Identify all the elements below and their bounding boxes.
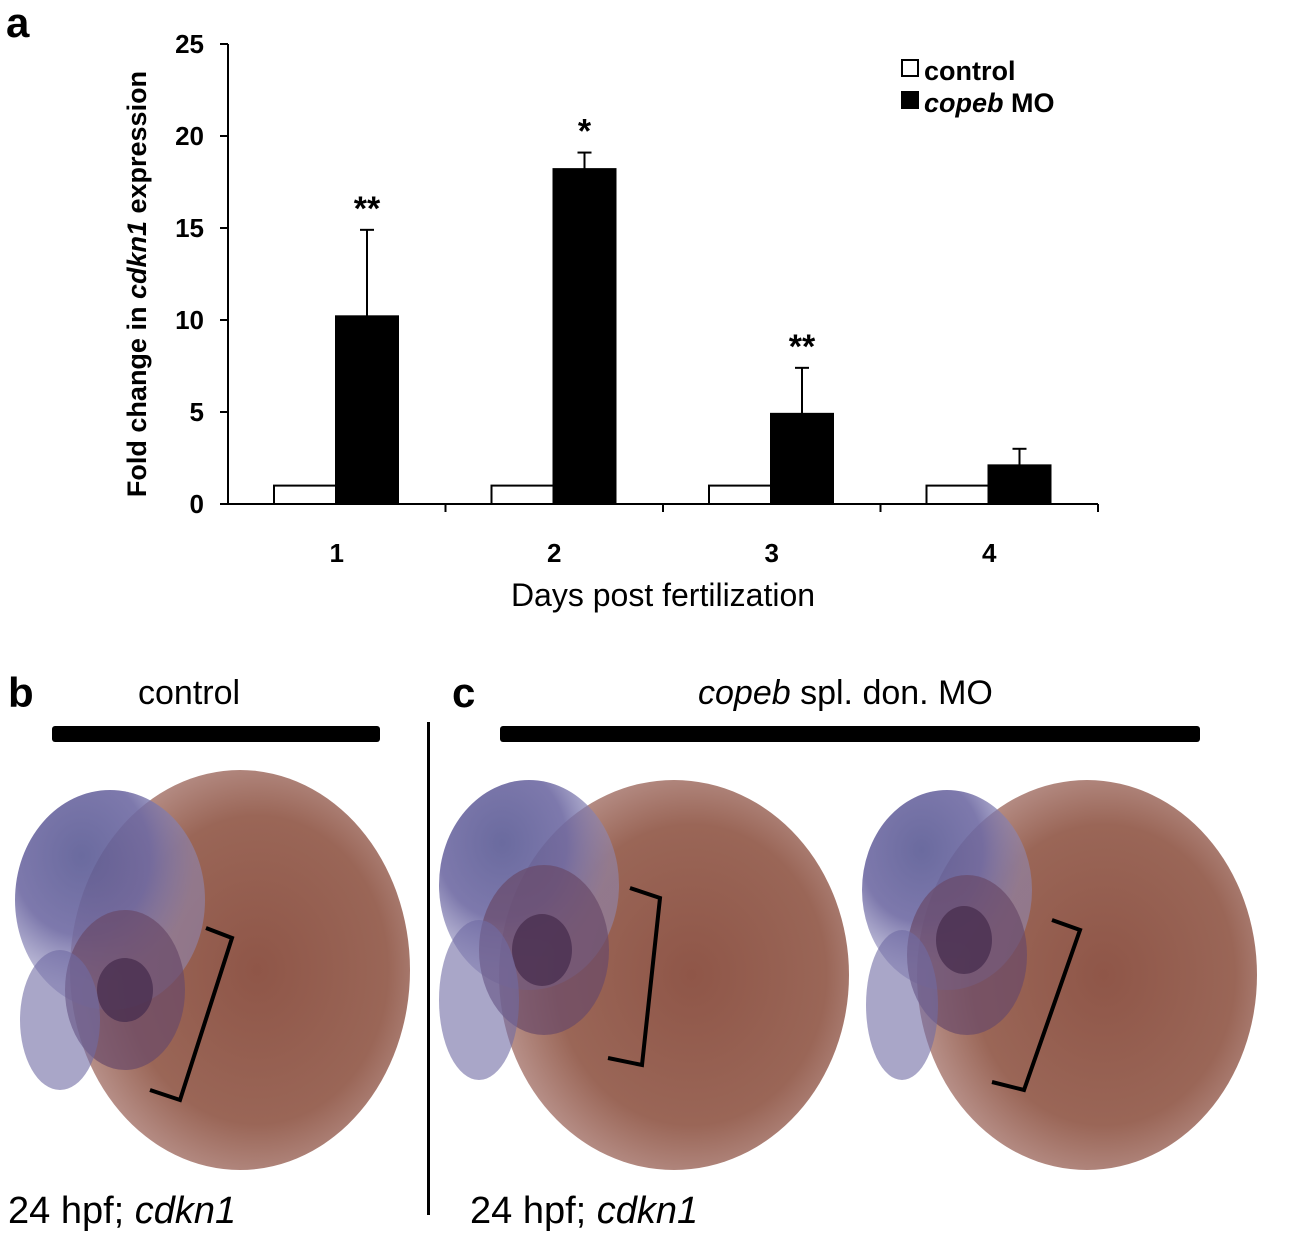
y-tick-label: 15	[175, 213, 204, 243]
legend-label-copeb-mo: copeb MO	[924, 88, 1055, 118]
embryo-image-control	[15, 770, 410, 1170]
panel-divider	[427, 722, 430, 1215]
x-tick-label: 2	[547, 538, 561, 568]
y-axis-label: Fold change in cdkn1 expression	[122, 71, 152, 497]
bar-copeb-mo	[552, 168, 617, 505]
panel-letter-c: c	[452, 669, 476, 716]
significance-marker: *	[578, 113, 592, 151]
y-axis-label-part: Fold change in	[122, 299, 152, 497]
embryo-image-mo-2	[862, 780, 1257, 1170]
bracket-marker	[991, 918, 1083, 1093]
bracket-marker	[607, 886, 663, 1068]
y-axis-label-part: expression	[122, 71, 152, 221]
panel-c-caption: 24 hpf; cdkn1	[470, 1192, 698, 1230]
bracket-marker	[149, 926, 235, 1103]
panel-c-caption-prefix: 24 hpf;	[470, 1190, 597, 1232]
panel-b-title: control	[138, 674, 241, 712]
bar-copeb-mo	[335, 315, 399, 505]
panel-b-caption: 24 hpf; cdkn1	[8, 1192, 236, 1230]
bar-control	[490, 484, 555, 506]
y-tick-label: 20	[175, 121, 204, 151]
panel-letter-b: b	[8, 669, 34, 716]
panel-letter-a: a	[6, 0, 30, 46]
bar-control	[273, 484, 337, 506]
bar-copeb-mo	[770, 412, 834, 505]
fold-change-bar-chart: 0 5 10 15 20 25 1 2 3 4 Days post fertilization Fol…	[122, 29, 1099, 613]
panel-c-group-bar	[500, 726, 1200, 742]
panel-b-group-bar	[52, 726, 380, 742]
x-axis-label: Days post fertilization	[511, 577, 815, 613]
bar-control	[708, 484, 772, 506]
significance-marker: **	[354, 190, 381, 228]
embryo-image-mo-1	[439, 780, 849, 1170]
legend-label-control: control	[924, 56, 1016, 86]
x-tick-label: 1	[330, 538, 344, 568]
y-tick-label: 5	[190, 397, 204, 427]
panel-c-title: copeb spl. don. MO	[698, 676, 993, 710]
y-tick-label: 0	[190, 489, 204, 519]
legend-swatch-copeb-mo	[901, 91, 919, 109]
panel-c-title-rest: spl. don. MO	[790, 674, 993, 712]
panel-b-caption-prefix: 24 hpf;	[8, 1190, 135, 1232]
legend-swatch-control	[901, 59, 919, 77]
bar-control	[925, 484, 990, 506]
y-axis-label-part: cdkn1	[122, 221, 152, 299]
panel-c-caption-gene: cdkn1	[596, 1190, 699, 1232]
y-tick-label: 10	[175, 305, 204, 335]
y-tick-label: 25	[175, 29, 204, 59]
significance-marker: **	[789, 328, 816, 366]
x-tick-label: 3	[765, 538, 779, 568]
x-tick-label: 4	[982, 538, 997, 568]
panel-c-title-gene: copeb	[698, 674, 791, 712]
bar-copeb-mo	[987, 464, 1052, 505]
panel-b-caption-gene: cdkn1	[134, 1190, 237, 1232]
